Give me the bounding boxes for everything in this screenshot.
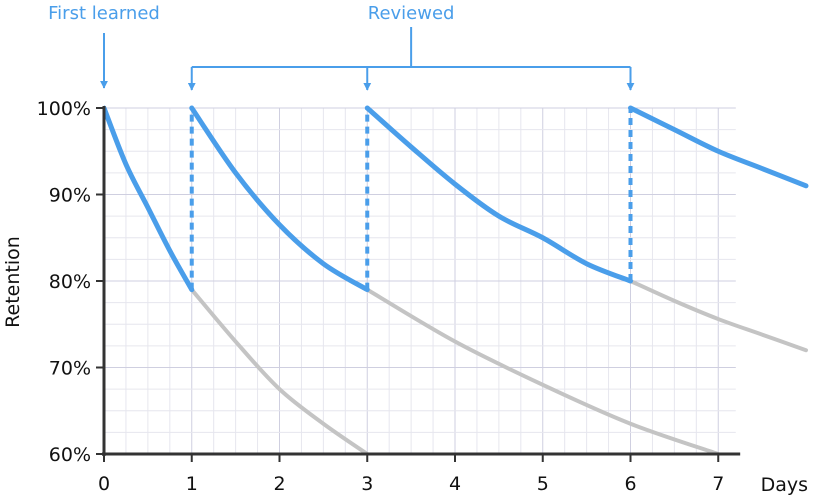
reviewed-label: Reviewed	[368, 3, 455, 24]
annotations: First learned Reviewed	[48, 3, 635, 91]
tick-labels: 0 1 2 3 4 5 6 7 60% 70% 80% 90% 100%	[37, 98, 725, 495]
x-tick-label: 1	[186, 473, 198, 495]
first-learned-label: First learned	[48, 3, 160, 24]
y-tick-label: 100%	[37, 98, 91, 120]
x-tick-label: 7	[712, 473, 724, 495]
forgetting-curve-1	[189, 287, 370, 455]
grid	[103, 107, 736, 455]
axes	[96, 106, 741, 462]
review-dotted-lines	[189, 108, 633, 290]
forgetting-curve-2	[365, 287, 721, 455]
retention-curve-4	[628, 105, 809, 189]
x-tick-label: 0	[98, 473, 110, 495]
y-tick-label: 70%	[49, 358, 91, 380]
y-tick-label: 90%	[49, 185, 91, 207]
retention-curve-2	[189, 105, 370, 293]
x-tick-label: 6	[624, 473, 636, 495]
forgetting-curve-3	[628, 279, 808, 353]
y-tick-label: 80%	[49, 271, 91, 293]
retention-curve-1	[104, 105, 195, 293]
series-layer	[104, 105, 809, 455]
x-tick-label: 2	[273, 473, 285, 495]
x-tick-label: 3	[361, 473, 373, 495]
x-tick-label: 5	[537, 473, 549, 495]
retention-curve-3	[364, 105, 633, 284]
x-axis-title: Days	[761, 474, 808, 496]
y-axis-title: Retention	[2, 236, 24, 328]
x-tick-label: 4	[449, 473, 461, 495]
y-tick-label: 60%	[49, 444, 91, 466]
